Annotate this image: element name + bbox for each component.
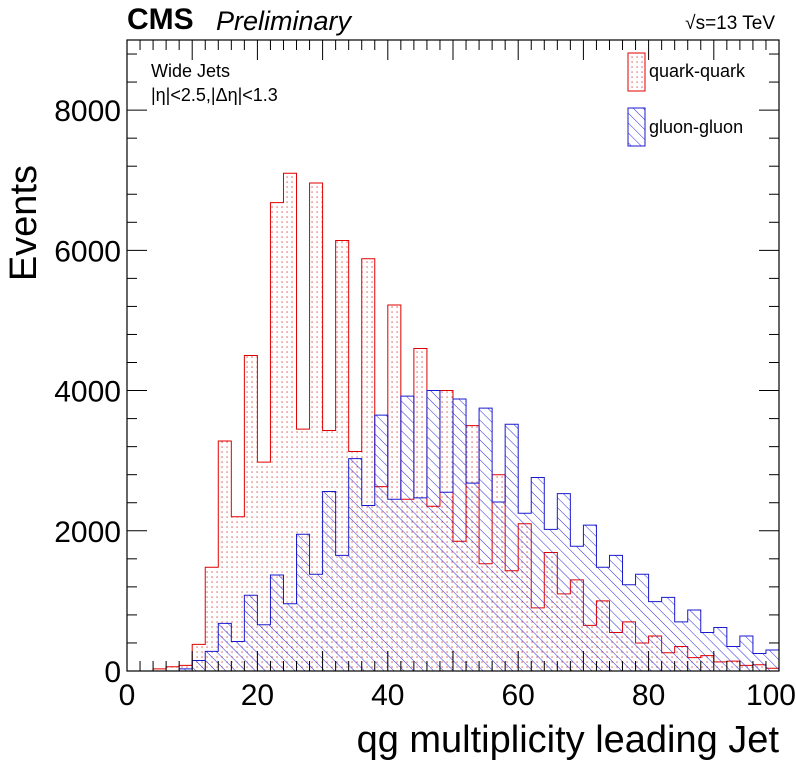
tick-layer: 0 20 40 60 80 100 0 2000 4000 6000 8000 (54, 40, 796, 712)
experiment-label: CMS (127, 3, 194, 36)
legend-label-gluon-gluon: gluon-gluon (649, 117, 743, 137)
annotation-wide-jets: Wide Jets (151, 61, 230, 81)
x-tick-label: 20 (241, 679, 274, 712)
x-axis-label: qg multiplicity leading Jet (357, 719, 780, 761)
y-tick-label: 8000 (54, 95, 121, 128)
x-tick-label: 60 (502, 679, 535, 712)
energy-label: √s=13 TeV (685, 13, 775, 34)
series-layer (127, 172, 780, 672)
series-gluon-gluon (127, 390, 780, 672)
x-tick-label: 40 (371, 679, 404, 712)
y-axis-label: Events (3, 165, 45, 281)
legend-swatch-gluon-gluon (627, 107, 646, 147)
histogram-area-gluon-gluon (127, 390, 780, 672)
x-tick-label: 100 (746, 679, 796, 712)
y-tick-label: 0 (104, 656, 121, 689)
x-tick-label: 80 (632, 679, 665, 712)
legend-swatch-quark-quark (627, 52, 646, 92)
x-tick-label: 0 (119, 679, 136, 712)
y-tick-label: 2000 (54, 516, 121, 549)
legend: quark-quark gluon-gluon (627, 52, 746, 147)
y-tick-label: 6000 (54, 235, 121, 268)
annotation-eta-cuts: |η|<2.5,|Δη|<1.3 (151, 85, 278, 105)
y-tick-label: 4000 (54, 376, 121, 409)
legend-label-quark-quark: quark-quark (649, 61, 746, 81)
status-label: Preliminary (216, 6, 353, 36)
